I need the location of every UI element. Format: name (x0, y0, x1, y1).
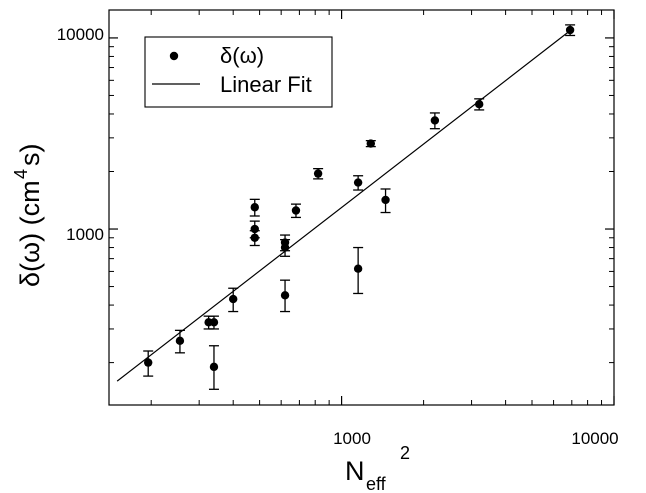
tick-layer (109, 10, 615, 405)
y-tick-label-10000: 10000 (57, 25, 104, 44)
y-tick-label-1000: 1000 (66, 225, 104, 244)
data-point-17 (366, 139, 376, 148)
data-point-19 (430, 116, 440, 125)
x-tick-labels: 1000 10000 (333, 429, 619, 448)
points-layer (143, 24, 576, 390)
data-point-1 (144, 358, 153, 367)
data-point-14 (313, 169, 323, 178)
data-point-16 (353, 264, 363, 273)
data-point-13 (291, 206, 301, 215)
y-tick-labels: 1000 10000 (57, 25, 104, 244)
x-axis-title: N eff 2 (345, 443, 410, 493)
y-axis-title-suffix: s) (15, 144, 45, 167)
x-axis-title-subscript: eff (366, 474, 387, 493)
data-point-18 (381, 195, 390, 205)
x-axis-title-superscript: 2 (400, 443, 410, 463)
x-tick-label-10000: 10000 (571, 429, 618, 448)
y-axis-title: δ(ω) (cm 4 s) (11, 144, 45, 288)
data-point-9 (250, 233, 259, 242)
data-point-11 (280, 243, 290, 252)
data-point-5 (209, 362, 219, 372)
linear-fit-line (116, 29, 572, 382)
y-axis-title-main: δ(ω) (cm (15, 180, 45, 287)
data-point-6 (228, 294, 238, 304)
data-point-15 (353, 178, 363, 187)
legend-frame (144, 36, 333, 108)
data-point-21 (565, 25, 575, 35)
data-point-4 (209, 318, 219, 327)
data-point-20 (475, 99, 484, 109)
legend-label-linear-fit: Linear Fit (220, 72, 312, 97)
data-point-7 (250, 203, 259, 212)
legend-label-delta-omega: δ(ω) (220, 43, 264, 68)
legend-box: δ(ω) Linear Fit (144, 36, 333, 108)
data-point-2 (175, 336, 185, 346)
data-point-12 (280, 291, 290, 300)
fit-layer (116, 29, 572, 382)
y-axis-title-superscript: 4 (11, 169, 31, 179)
x-tick-label-1000: 1000 (333, 429, 371, 448)
legend-marker-icon (169, 51, 179, 61)
x-axis-title-main: N (345, 456, 365, 486)
